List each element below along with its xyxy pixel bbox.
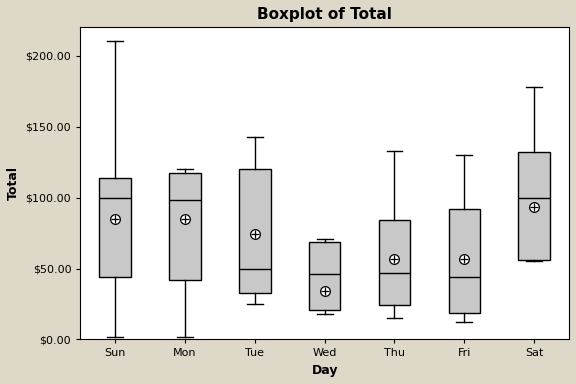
- PathPatch shape: [379, 220, 410, 305]
- PathPatch shape: [449, 209, 480, 313]
- PathPatch shape: [169, 174, 200, 280]
- X-axis label: Day: Day: [312, 364, 338, 377]
- Y-axis label: Total: Total: [7, 166, 20, 200]
- PathPatch shape: [518, 152, 550, 260]
- PathPatch shape: [239, 169, 271, 293]
- PathPatch shape: [309, 242, 340, 310]
- PathPatch shape: [100, 178, 131, 277]
- Title: Boxplot of Total: Boxplot of Total: [257, 7, 392, 22]
